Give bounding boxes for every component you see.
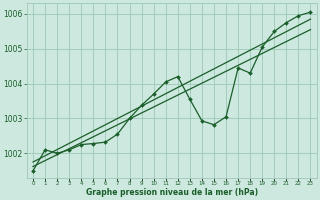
X-axis label: Graphe pression niveau de la mer (hPa): Graphe pression niveau de la mer (hPa) bbox=[86, 188, 258, 197]
